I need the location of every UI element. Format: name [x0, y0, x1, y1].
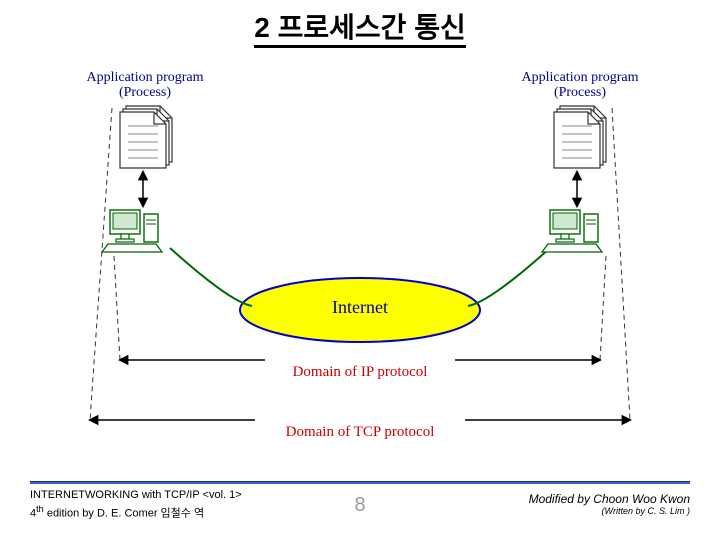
ip-domain-label: Domain of IP protocol	[260, 364, 460, 381]
footer: INTERNETWORKING with TCP/IP <vol. 1> 4th…	[30, 488, 690, 528]
footer-right: Modified by Choon Woo Kwon (Written by C…	[529, 492, 690, 516]
footer-rule	[30, 481, 690, 484]
page-title: 2 프로세스간 통신	[0, 6, 720, 46]
diagram-svg	[50, 70, 670, 440]
tcp-domain-label: Domain of TCP protocol	[250, 424, 470, 441]
internet-label: Internet	[300, 298, 420, 318]
footer-right-line2: (Written by C. S. Lim )	[529, 506, 690, 516]
title-text: 2 프로세스간 통신	[254, 12, 465, 48]
diagram: Application program(Process) Application…	[50, 70, 670, 440]
footer-right-line1: Modified by Choon Woo Kwon	[529, 492, 690, 506]
app-label-right: Application program(Process)	[510, 70, 650, 101]
app-label-left: Application program(Process)	[80, 70, 210, 101]
